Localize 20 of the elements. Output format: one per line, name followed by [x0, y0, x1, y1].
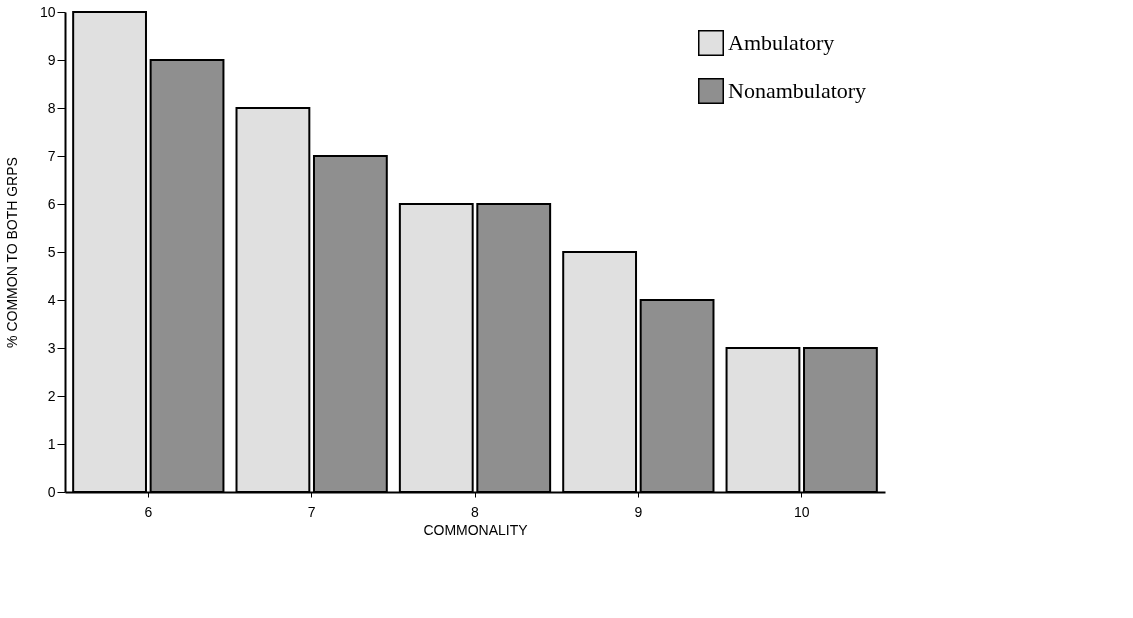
- x-tick-label: 7: [307, 503, 316, 520]
- y-tick-label: 6: [47, 195, 56, 212]
- y-tick-label: 3: [47, 339, 56, 356]
- y-tick-label: 5: [47, 243, 56, 260]
- x-tick-label: 8: [471, 503, 480, 520]
- y-tick-label: 0: [47, 483, 56, 500]
- y-tick-label: 4: [47, 291, 56, 308]
- x-axis-title: COMMONALITY: [423, 521, 529, 538]
- y-tick-label: 1: [47, 435, 56, 452]
- y-tick-label: 9: [47, 51, 56, 68]
- legend-label: Nonambulatory: [728, 78, 867, 103]
- y-tick-label: 7: [47, 147, 56, 164]
- y-tick-label: 2: [47, 387, 56, 404]
- y-axis-title: % COMMON TO BOTH GRPS: [3, 157, 20, 348]
- x-tick-label: 10: [793, 503, 810, 520]
- x-tick-label: 6: [144, 503, 153, 520]
- y-tick-label: 8: [47, 99, 56, 116]
- x-tick-label: 9: [634, 503, 643, 520]
- y-tick-label: 10: [39, 3, 56, 20]
- legend-label: Ambulatory: [728, 30, 835, 55]
